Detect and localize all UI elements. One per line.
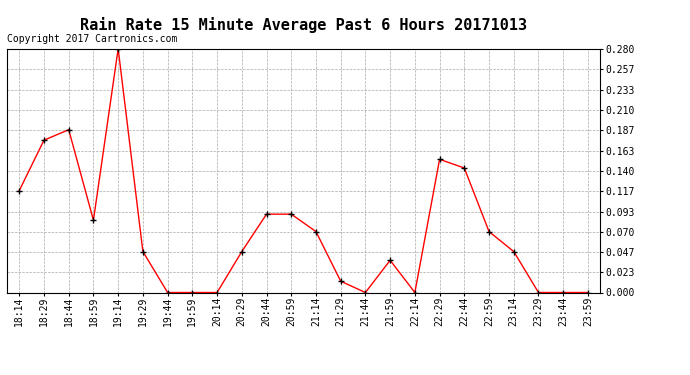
Text: Rain Rate 15 Minute Average Past 6 Hours 20171013: Rain Rate 15 Minute Average Past 6 Hours…: [80, 17, 527, 33]
Text: Copyright 2017 Cartronics.com: Copyright 2017 Cartronics.com: [7, 34, 177, 44]
Text: Rain Rate  (Inches/Hour): Rain Rate (Inches/Hour): [461, 24, 602, 34]
